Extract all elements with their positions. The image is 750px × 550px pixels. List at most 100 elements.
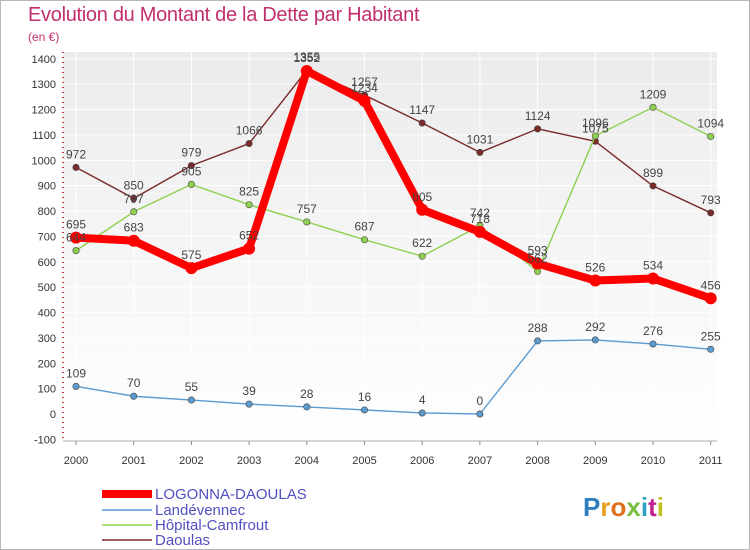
data-label: 652 xyxy=(239,229,259,243)
data-label: 1147 xyxy=(409,103,435,117)
y-tick-label: 300 xyxy=(38,333,56,345)
x-tick-label: 2000 xyxy=(64,455,88,467)
data-label: 825 xyxy=(239,185,259,199)
data-label: 1124 xyxy=(525,109,551,123)
series-2-point xyxy=(245,201,253,209)
logo-letter: o xyxy=(610,492,626,522)
data-label: 456 xyxy=(701,278,721,292)
data-label: 276 xyxy=(643,324,663,338)
legend-label: LOGONNA-DAOULAS xyxy=(155,486,307,503)
y-tick-label: 1200 xyxy=(32,105,56,117)
data-label: 593 xyxy=(528,244,548,258)
x-tick-label: 2010 xyxy=(641,455,665,467)
y-tick-label: 1400 xyxy=(32,54,56,66)
logo-text: Proxiti xyxy=(583,492,664,522)
data-label: 718 xyxy=(470,212,490,226)
series-0-point xyxy=(416,203,429,216)
series-0-point xyxy=(127,234,140,247)
series-1-point xyxy=(534,337,542,345)
data-label: 757 xyxy=(297,202,317,216)
series-2-point xyxy=(418,252,426,260)
series-0-point xyxy=(473,225,486,238)
series-1-point xyxy=(707,345,715,353)
data-label: 255 xyxy=(701,329,721,343)
series-0-point xyxy=(358,94,371,107)
data-label: 793 xyxy=(701,193,721,207)
x-tick-label: 2007 xyxy=(468,455,492,467)
series-0-point xyxy=(243,242,256,255)
x-tick-label: 2009 xyxy=(583,455,607,467)
data-label: 797 xyxy=(124,192,144,206)
data-label: 292 xyxy=(585,320,605,334)
series-1-point xyxy=(591,336,599,344)
y-tick-label: 600 xyxy=(38,257,56,269)
series-3-point xyxy=(187,162,195,170)
series-1-point xyxy=(72,382,80,390)
data-label: 742 xyxy=(470,206,490,220)
y-tick-label: 1000 xyxy=(32,155,56,167)
y-tick-label: 100 xyxy=(38,384,56,396)
series-1-line xyxy=(75,339,712,415)
data-label: 109 xyxy=(66,366,86,380)
x-tick-label: 2005 xyxy=(352,455,376,467)
y-tick-label: 200 xyxy=(38,358,56,370)
data-label: 1094 xyxy=(697,116,724,130)
data-label: 644 xyxy=(66,231,86,245)
series-2-point xyxy=(360,236,368,244)
series-3-point xyxy=(130,194,138,202)
series-2-line xyxy=(75,106,712,273)
data-label: 1066 xyxy=(236,124,263,138)
series-0-point xyxy=(185,262,198,275)
series-3-point xyxy=(476,148,484,156)
logo-letter: i xyxy=(657,492,664,522)
logo-letter: x xyxy=(626,492,641,522)
data-label: 1075 xyxy=(582,121,609,135)
series-1-point xyxy=(476,410,484,418)
data-label: 899 xyxy=(643,166,663,180)
proxiti-logo: Proxiti xyxy=(583,492,664,522)
data-label: 4 xyxy=(419,393,426,407)
data-label: 526 xyxy=(585,261,605,275)
data-label: 1209 xyxy=(640,87,667,101)
data-label: 1352 xyxy=(293,51,320,65)
data-label: 0 xyxy=(477,394,484,408)
series-0-point xyxy=(589,274,602,287)
data-label: 850 xyxy=(124,178,144,192)
axes: -100010020030040050060070080090010001100… xyxy=(32,52,723,467)
x-tick-label: 2006 xyxy=(410,455,434,467)
series-2-point xyxy=(303,218,311,226)
data-label: 1234 xyxy=(351,81,378,95)
series-1-point xyxy=(187,396,195,404)
x-tick-label: 2008 xyxy=(525,455,549,467)
data-label: 905 xyxy=(181,164,201,178)
data-label: 16 xyxy=(358,390,372,404)
y-tick-label: 1100 xyxy=(32,130,56,142)
data-labels: 972 850 979 1066 1355 1257 1147 1031 1124 1075 899… xyxy=(66,50,724,408)
data-label: 1257 xyxy=(351,75,378,89)
legend-label: Daoulas xyxy=(155,532,210,549)
y-tick-label: 1300 xyxy=(32,79,56,91)
data-label: 1355 xyxy=(293,50,320,64)
series-2-point xyxy=(591,132,599,140)
series-1-point xyxy=(245,400,253,408)
x-tick-label: 2003 xyxy=(237,455,261,467)
data-label: 562 xyxy=(528,251,548,265)
series-2-point xyxy=(187,180,195,188)
series-3-point xyxy=(418,119,426,127)
data-label: 28 xyxy=(300,387,314,401)
series-1-point xyxy=(360,406,368,414)
series-1-point xyxy=(649,340,657,348)
series-2-point xyxy=(130,208,138,216)
data-label: 1031 xyxy=(467,132,494,146)
series-3-point xyxy=(534,125,542,133)
logo-letter: t xyxy=(648,492,657,522)
series-3-point xyxy=(72,163,80,171)
series-0-line xyxy=(72,66,715,303)
x-tick-label: 2002 xyxy=(179,455,203,467)
data-label: 695 xyxy=(66,218,86,232)
y-tick-label: 700 xyxy=(38,231,56,243)
data-label: 534 xyxy=(643,259,663,273)
data-label: 70 xyxy=(127,376,141,390)
series-3-point xyxy=(245,140,253,148)
